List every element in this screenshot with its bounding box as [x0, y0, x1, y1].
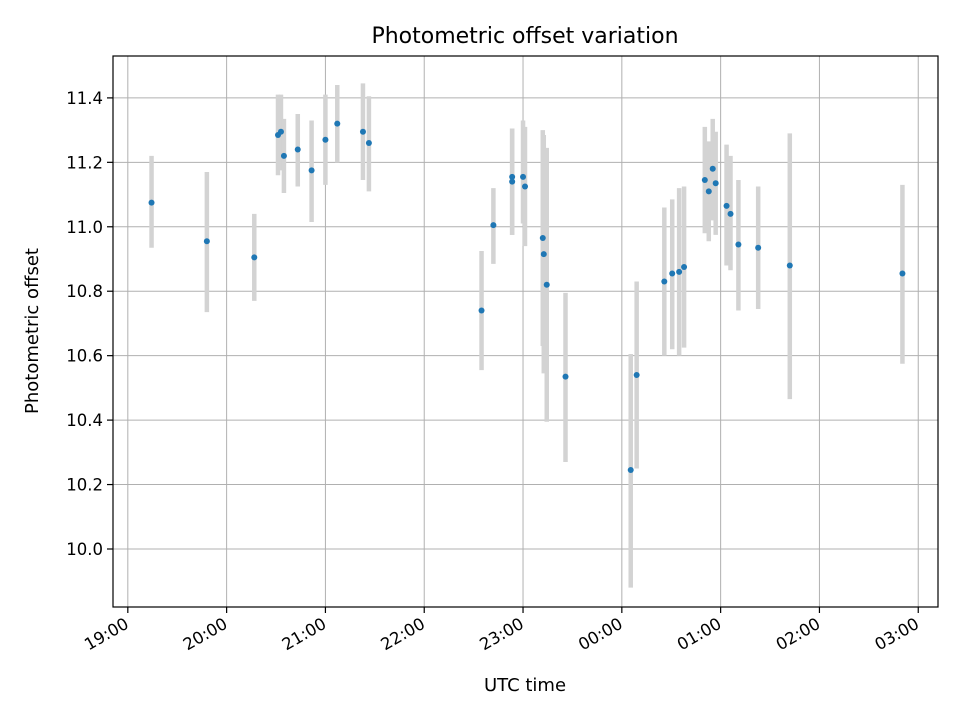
data-point	[520, 173, 527, 180]
y-tick-label: 11.4	[66, 89, 103, 108]
data-point	[148, 199, 155, 206]
data-point	[308, 167, 315, 174]
data-point	[727, 210, 734, 217]
data-point	[705, 188, 712, 195]
data-point	[509, 173, 516, 180]
data-point	[681, 264, 688, 271]
y-tick-label: 10.4	[66, 411, 103, 430]
data-point	[786, 262, 793, 269]
data-point	[540, 251, 547, 258]
y-tick-label: 11.2	[66, 153, 103, 172]
data-point	[478, 307, 485, 314]
data-point	[203, 238, 210, 245]
data-point	[633, 372, 640, 378]
data-point	[661, 278, 668, 285]
data-point	[735, 241, 742, 248]
chart-title: Photometric offset variation	[371, 24, 678, 49]
data-point	[543, 281, 550, 288]
data-point	[627, 467, 634, 474]
data-point	[251, 254, 258, 261]
data-point	[490, 222, 497, 229]
data-point	[676, 268, 683, 275]
y-tick-label: 10.2	[66, 476, 103, 495]
data-points	[148, 120, 906, 474]
data-point	[723, 202, 730, 209]
data-point	[522, 183, 529, 190]
data-point	[280, 152, 287, 159]
data-point	[709, 165, 716, 172]
y-axis-label: Photometric offset	[22, 248, 43, 414]
plot-frame	[112, 55, 939, 608]
data-point	[509, 178, 516, 185]
y-axis-ticks: 10.0 10.2 10.4 10.6 10.8 11.0 11.2 11.4	[66, 89, 113, 559]
data-point	[755, 244, 762, 251]
data-point	[365, 140, 372, 146]
data-point	[712, 180, 719, 187]
y-tick-label: 11.0	[66, 218, 103, 237]
data-point	[701, 177, 708, 184]
data-point	[669, 270, 676, 277]
data-point	[899, 270, 906, 277]
data-point	[334, 120, 341, 127]
data-point	[322, 136, 329, 143]
data-point	[562, 373, 569, 380]
y-tick-label: 10.8	[66, 282, 103, 301]
data-point	[294, 146, 301, 153]
data-point	[277, 128, 284, 135]
x-axis-label: UTC time	[484, 675, 566, 696]
y-tick-label: 10.0	[66, 540, 103, 559]
y-tick-label: 10.6	[66, 347, 103, 366]
data-point	[539, 235, 546, 242]
data-point	[359, 128, 366, 135]
